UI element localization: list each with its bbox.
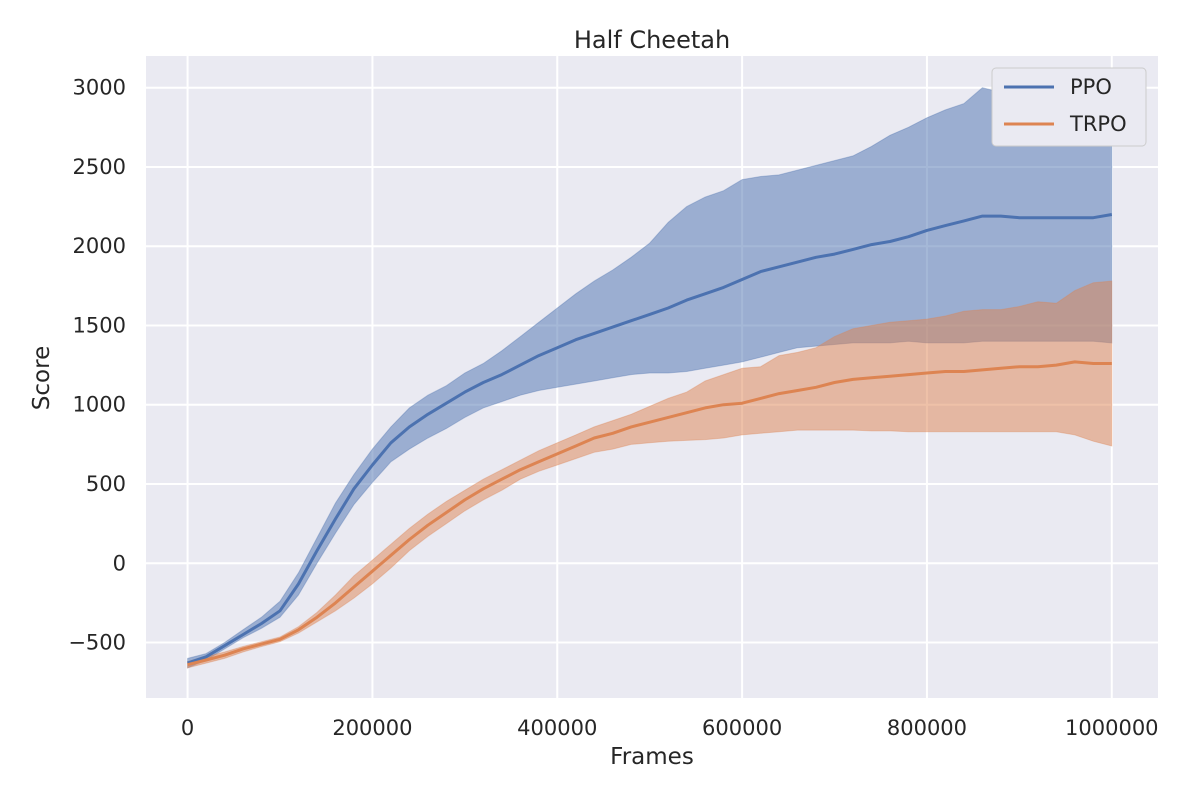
line-ppo (187, 213, 1113, 665)
y-tick-label: 2000 (73, 234, 126, 258)
y-tick-labels: −500 0 500 1000 1500 2000 2500 3000 (68, 76, 126, 655)
y-tick-label: 1000 (73, 393, 126, 417)
y-tick-label: −500 (68, 631, 126, 655)
x-tick-labels: 0 200000 400000 600000 800000 1000000 (181, 716, 1159, 740)
y-axis-title: Score (29, 346, 55, 410)
y-tick-label: 1500 (73, 313, 126, 337)
y-tick-label: 2500 (73, 155, 126, 179)
x-tick-label: 200000 (332, 716, 412, 740)
y-tick-label: 0 (113, 551, 126, 575)
x-axis-title: Frames (610, 744, 694, 770)
x-tick-label: 1000000 (1065, 716, 1159, 740)
line-trpo (187, 360, 1112, 667)
x-tick-label: 800000 (887, 716, 967, 740)
x-tick-label: 0 (181, 716, 194, 740)
legend-label-ppo: PPO (1070, 75, 1112, 99)
chart-title: Half Cheetah (574, 26, 730, 54)
y-tick-label: 500 (86, 472, 126, 496)
series-lines (187, 213, 1113, 667)
legend-label-trpo: TRPO (1069, 112, 1127, 136)
y-tick-label: 3000 (73, 76, 126, 100)
x-tick-label: 400000 (517, 716, 597, 740)
legend: PPO TRPO (991, 67, 1147, 147)
x-tick-label: 600000 (702, 716, 782, 740)
